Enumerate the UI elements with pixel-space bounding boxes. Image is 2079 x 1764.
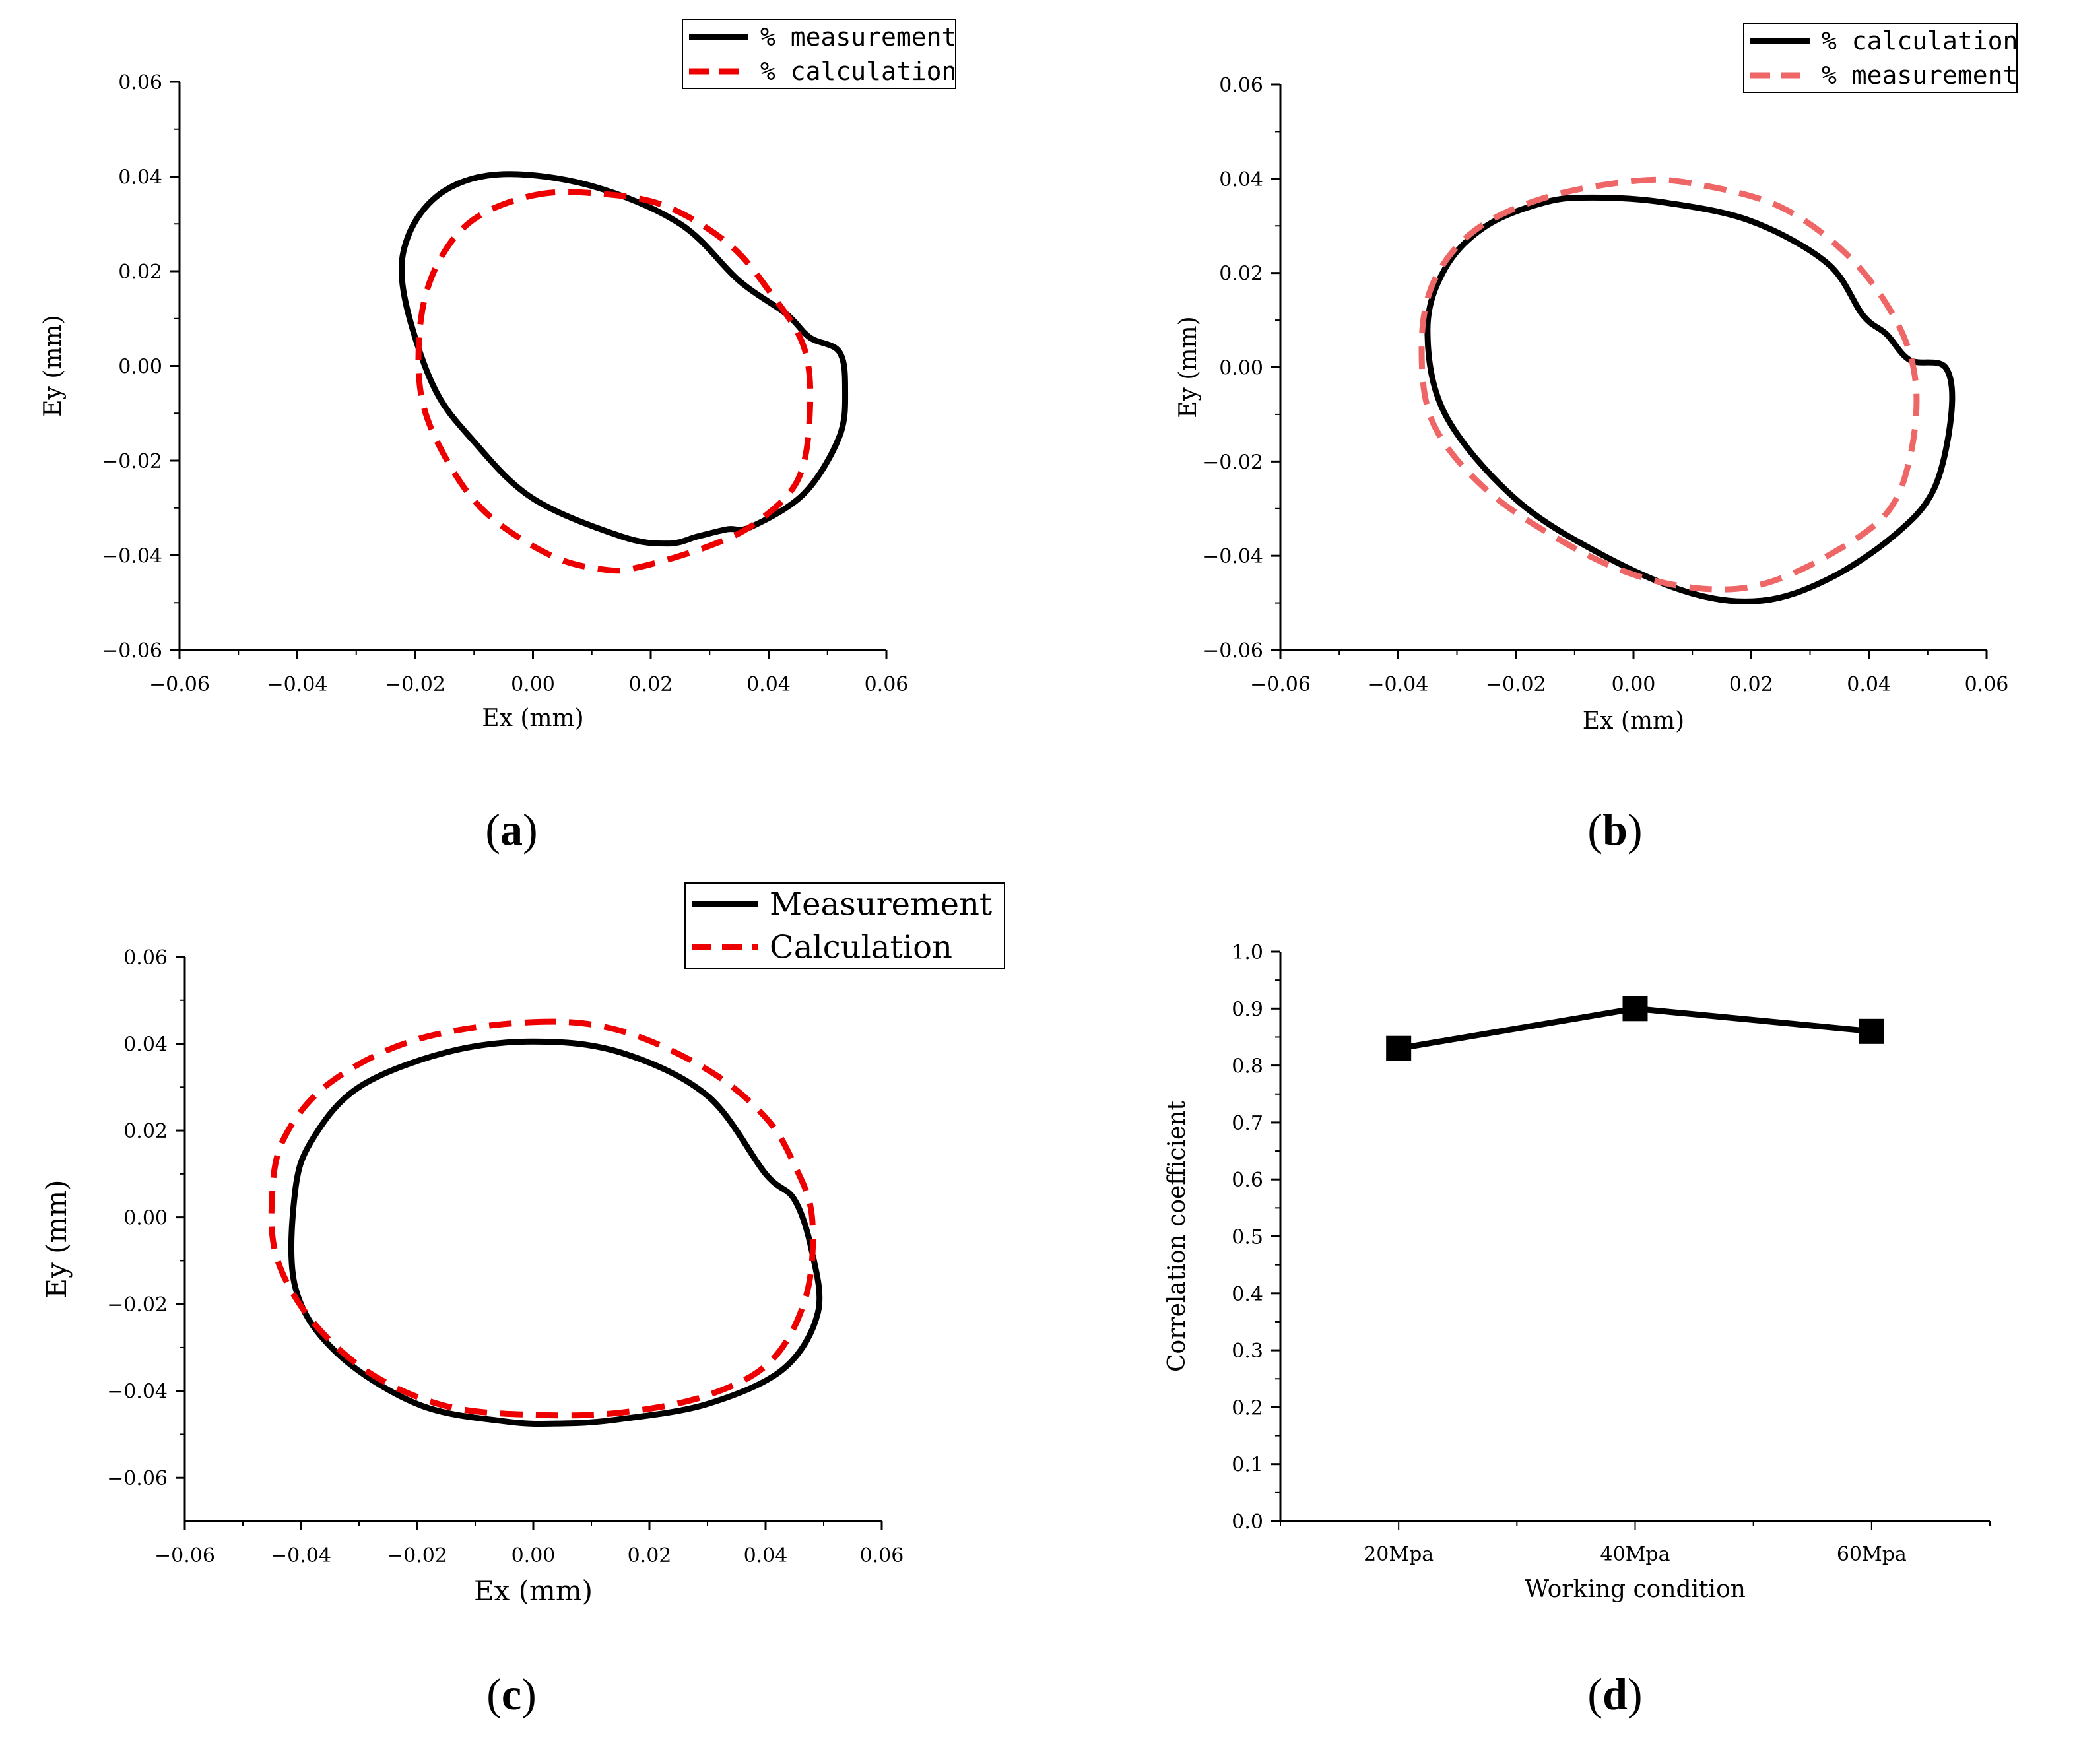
series-line-1: [268, 1018, 816, 1419]
x-tick-label: 0.06: [1965, 673, 2009, 696]
legend-box: [682, 19, 956, 89]
y-tick-label: 0.06: [1219, 74, 1263, 97]
data-point-60Mpa: [1859, 1018, 1884, 1044]
x-tick-label: −0.02: [385, 673, 446, 696]
y-tick-label: 0.02: [123, 1120, 168, 1143]
x-tick-label: −0.06: [154, 1544, 215, 1567]
x-tick-label: 0.02: [1729, 673, 1773, 696]
y-tick-label: 0.1: [1232, 1454, 1263, 1477]
x-tick-label: 0.04: [1847, 673, 1891, 696]
y-tick-label: 0.06: [118, 71, 162, 94]
y-tick-label: 1.0: [1232, 941, 1263, 964]
series-line-0: [398, 171, 849, 547]
y-tick-label: −0.04: [1203, 545, 1263, 568]
x-tick-label: 0.02: [628, 1544, 672, 1567]
x-tick-label: 0.02: [629, 673, 673, 696]
y-axis-label: Ey (mm): [1175, 316, 1202, 418]
y-tick-label: −0.04: [107, 1381, 168, 1404]
y-tick-label: −0.06: [1203, 639, 1263, 663]
x-tick-label: −0.04: [1368, 673, 1428, 696]
y-tick-label: 0.02: [118, 261, 162, 284]
x-tick-label: −0.02: [1486, 673, 1546, 696]
x-tick-label: 40Mpa: [1600, 1543, 1670, 1566]
y-tick-label: 0.02: [1219, 263, 1263, 286]
x-tick-label: −0.02: [387, 1544, 447, 1567]
y-tick-label: 0.8: [1232, 1055, 1263, 1078]
y-axis-label: Correlation coefficient: [1164, 1100, 1191, 1372]
x-tick-label: −0.04: [267, 673, 328, 696]
x-tick-label: 20Mpa: [1364, 1543, 1434, 1566]
y-tick-label: 0.0: [1232, 1511, 1263, 1534]
x-axis-label: Working condition: [1525, 1576, 1746, 1603]
y-tick-label: 0.00: [123, 1207, 168, 1230]
series-line-1: [1418, 176, 1920, 593]
x-tick-label: 60Mpa: [1837, 1543, 1907, 1566]
x-tick-label: 0.00: [1612, 673, 1656, 696]
y-tick-label: −0.02: [102, 450, 162, 473]
y-tick-label: 0.04: [118, 166, 162, 189]
x-tick-label: 0.04: [746, 673, 791, 696]
y-tick-label: 0.4: [1232, 1283, 1263, 1306]
data-point-40Mpa: [1622, 996, 1648, 1022]
y-tick-label: 0.04: [123, 1033, 168, 1057]
panel-label: (d): [1587, 1669, 1642, 1719]
legend-label: % calculation: [1822, 26, 2018, 55]
series-line-0: [288, 1038, 823, 1427]
y-tick-label: −0.06: [102, 639, 162, 663]
x-tick-label: 0.06: [865, 673, 909, 696]
chart-panel-c: −0.06 −0.04 −0.02 0.00 0.02 0.04 0.06 −0.06 −0.0…: [40, 882, 1005, 1719]
chart-panel-a: −0.06 −0.04 −0.02 0.00 0.02 0.04 0.06 −0.06 −0.0…: [40, 19, 956, 855]
panel-label-letter: c: [502, 1669, 521, 1719]
y-tick-label: −0.02: [1203, 451, 1263, 474]
y-tick-label: −0.04: [102, 545, 162, 568]
legend-box: [1743, 23, 2018, 93]
panel-label-letter: d: [1602, 1669, 1628, 1719]
series-line-1: [415, 189, 814, 574]
x-tick-label: −0.04: [271, 1544, 331, 1567]
y-tick-label: 0.7: [1232, 1112, 1263, 1135]
y-tick-label: 0.2: [1232, 1396, 1263, 1420]
y-tick-label: 0.5: [1232, 1226, 1263, 1249]
data-point-20Mpa: [1386, 1035, 1412, 1061]
y-tick-label: 0.3: [1232, 1340, 1263, 1363]
y-tick-label: 0.04: [1219, 168, 1263, 191]
panel-label-letter: a: [500, 804, 523, 855]
panel-label-letter: b: [1602, 804, 1628, 855]
chart-panel-b: −0.06 −0.04 −0.02 0.00 0.02 0.04 0.06 −0.06 −0.0…: [1175, 23, 2018, 855]
series-line-0: [1424, 194, 1956, 604]
y-tick-label: 0.06: [123, 946, 168, 969]
y-tick-label: 0.6: [1232, 1169, 1263, 1192]
y-tick-label: 0.00: [1219, 357, 1263, 380]
legend-label: Calculation: [770, 929, 952, 966]
x-axis-label: Ex (mm): [1583, 707, 1684, 735]
y-tick-label: 0.9: [1232, 998, 1263, 1021]
panel-label: (a): [485, 804, 537, 855]
x-tick-label: 0.06: [860, 1544, 904, 1567]
x-tick-label: 0.04: [744, 1544, 788, 1567]
panel-label: (c): [486, 1669, 537, 1719]
x-axis-label: Ex (mm): [474, 1575, 593, 1607]
y-tick-label: −0.02: [107, 1293, 168, 1317]
legend-box: [684, 882, 1005, 969]
chart-panel-d: 0.0 0.1 0.2 0.3 0.4 0.5 0.6 0.7 0.8 0.9 1.0 20Mpa 40…: [1164, 941, 1991, 1719]
y-axis-label: Ey (mm): [40, 1179, 73, 1298]
legend-label: % measurement: [760, 22, 956, 51]
legend-label: % measurement: [1822, 61, 2018, 90]
legend-label: % calculation: [760, 57, 956, 86]
y-tick-label: 0.00: [118, 356, 162, 379]
legend-label: Measurement: [770, 886, 992, 923]
x-axis-label: Ex (mm): [482, 705, 583, 732]
x-tick-label: 0.00: [511, 673, 555, 696]
x-tick-label: −0.06: [1250, 673, 1311, 696]
panel-label: (b): [1587, 804, 1642, 855]
y-tick-label: −0.06: [107, 1467, 168, 1490]
x-tick-label: 0.00: [512, 1544, 556, 1567]
x-tick-label: −0.06: [149, 673, 210, 696]
y-axis-label: Ey (mm): [40, 315, 67, 416]
